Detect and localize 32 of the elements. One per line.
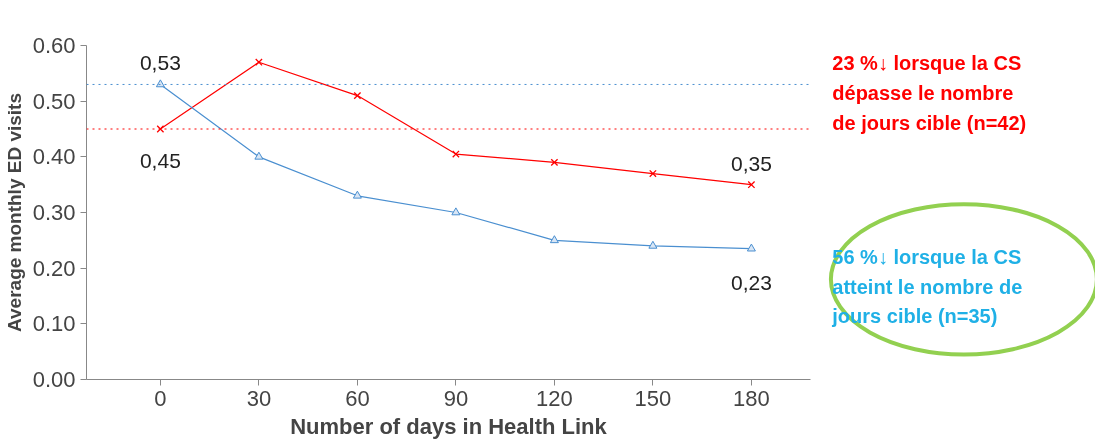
y-tick-label: 0.30 xyxy=(32,200,76,225)
annotation: 0,35 xyxy=(730,151,772,175)
x-tick-label: 60 xyxy=(345,385,370,411)
x-tick-label: 120 xyxy=(536,385,573,411)
point xyxy=(452,150,460,158)
point xyxy=(746,243,756,252)
annotation: 0,53 xyxy=(139,51,181,75)
y-tick-label: 0.60 xyxy=(32,33,76,58)
y-tick-label: 0.00 xyxy=(32,367,76,392)
annotation: 0,45 xyxy=(139,149,181,172)
point xyxy=(648,240,658,249)
y-axis-title: Average monthly ED visits xyxy=(3,93,25,332)
x-tick-label: 30 xyxy=(246,385,272,411)
x-tick-label: 150 xyxy=(634,385,672,411)
x-tick-label: 180 xyxy=(733,385,770,411)
point xyxy=(353,91,362,100)
point xyxy=(352,190,362,199)
y-tick-label: 0.50 xyxy=(32,88,76,114)
point xyxy=(255,58,263,67)
point xyxy=(254,151,264,160)
point xyxy=(649,169,657,178)
x-axis-title: Number of days in Health Link xyxy=(290,413,608,439)
x-tick-label: 0 xyxy=(154,385,167,411)
text: 23 %↓ lorsque la CS dépasse le nombre de jours cible (n=42) xyxy=(832,52,1027,134)
y-tick-label: 0.20 xyxy=(32,255,76,281)
y-tick-label: 0.40 xyxy=(32,144,76,170)
point xyxy=(155,79,165,88)
point xyxy=(451,207,461,216)
y-tick-label: 0.10 xyxy=(32,311,76,337)
x-tick-label: 90 xyxy=(443,385,469,411)
point xyxy=(549,235,559,244)
annotation: 0,23 xyxy=(730,271,772,295)
